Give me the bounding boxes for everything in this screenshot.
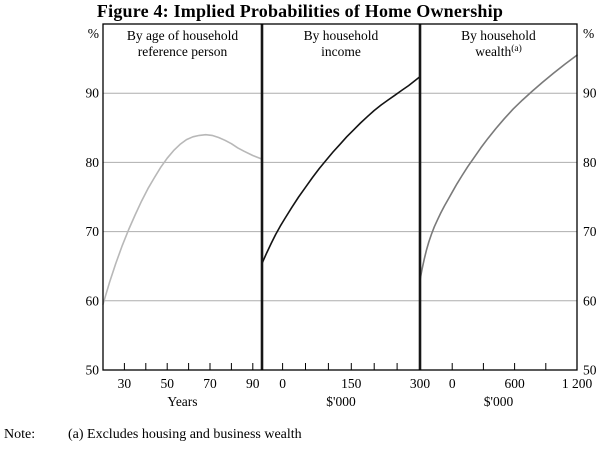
x-tick-label-wealth: 0: [449, 376, 456, 391]
y-tick-label-left: 50: [86, 363, 100, 378]
y-tick-label-right: 70: [583, 224, 597, 239]
y-tick-label-left: 70: [86, 224, 100, 239]
plot-border: [102, 23, 578, 371]
y-tick-label-right: 90: [583, 86, 597, 101]
x-tick-label-age: 90: [246, 376, 260, 391]
x-axis-title-income: $'000: [326, 394, 356, 409]
y-tick-label-right: 80: [583, 155, 597, 170]
x-tick-label-age: 50: [160, 376, 174, 391]
x-tick-label-wealth: 1 200: [562, 376, 593, 391]
note-text: (a) Excludes housing and business wealth: [68, 427, 302, 442]
panel-header-wealth: By household wealth(a): [461, 28, 536, 59]
figure-title: Figure 4: Implied Probabilities of Home …: [96, 1, 504, 21]
y-tick-label-right: 60: [583, 293, 597, 308]
x-tick-label-wealth: 600: [504, 376, 525, 391]
x-tick-label-age: 30: [118, 376, 132, 391]
x-tick-label-income: 300: [410, 376, 431, 391]
x-axis-title-wealth: $'000: [484, 394, 514, 409]
x-axis-title-age: Years: [167, 394, 197, 409]
x-tick-label-income: 150: [341, 376, 362, 391]
curve-income: [261, 75, 421, 265]
y-tick-label-right: 50: [583, 363, 597, 378]
note-label: Note:: [4, 427, 36, 442]
curve-age: [102, 133, 263, 306]
y-axis-unit-right: %: [583, 26, 594, 41]
x-tick-label-age: 70: [203, 376, 217, 391]
y-tick-label-left: 90: [86, 86, 100, 101]
panel-header-income: By household income: [304, 28, 379, 59]
x-tick-label-income: 0: [279, 376, 286, 391]
y-tick-label-left: 80: [86, 155, 100, 170]
y-tick-label-left: 60: [86, 293, 100, 308]
curve-wealth: [419, 54, 578, 281]
y-axis-unit-left: %: [88, 26, 99, 41]
panel-header-age: By age of household reference person: [127, 28, 239, 59]
figure-note: Note: (a) Excludes housing and business w…: [4, 427, 302, 443]
